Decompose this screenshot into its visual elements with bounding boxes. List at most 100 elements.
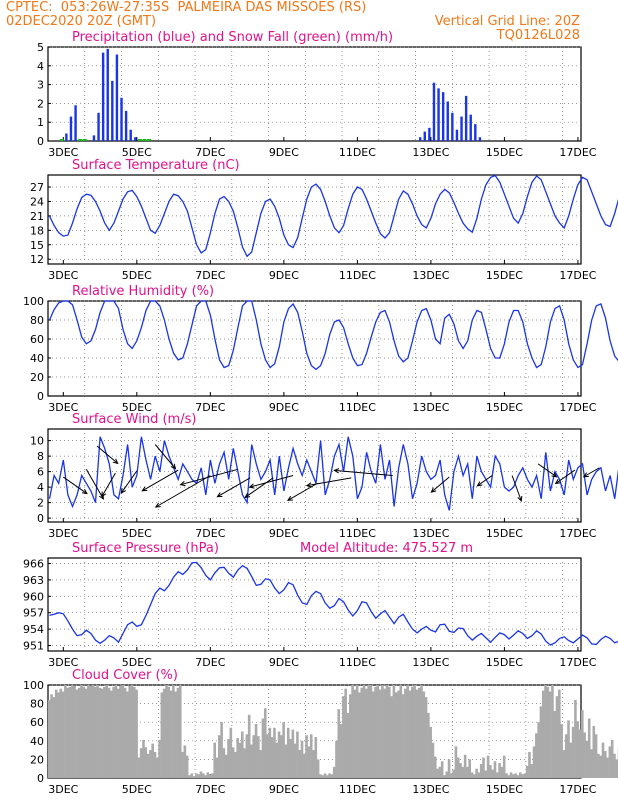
wind-arrow-head <box>286 495 293 501</box>
cloud-bar <box>312 750 315 778</box>
wind-arrow-head <box>112 458 119 465</box>
cloud-bar <box>245 734 249 778</box>
cloud-bar <box>491 769 494 778</box>
cloud-bar <box>378 689 382 778</box>
cloud-bar <box>583 732 586 778</box>
cloud-bar <box>119 685 122 778</box>
cloud-bar <box>218 735 221 778</box>
cloud-bar <box>406 685 409 778</box>
wind-arrow <box>154 444 176 469</box>
y-tick-label: 21 <box>30 210 44 223</box>
precip-bar <box>65 133 68 141</box>
y-tick-label: 963 <box>23 574 44 587</box>
cloud-bar <box>300 740 304 778</box>
cloud-bar <box>468 759 472 778</box>
cloud-bar <box>413 685 416 778</box>
cloud-bar <box>473 774 476 778</box>
y-tick-label: 2 <box>37 97 44 110</box>
x-tick-label: 11DEC <box>339 656 376 669</box>
cloud-bar <box>236 738 239 778</box>
cloud-bar <box>484 770 488 778</box>
cloud-bar <box>541 690 545 778</box>
y-tick-label: 954 <box>23 623 44 636</box>
cloud-bar <box>231 747 235 778</box>
y-tick-label: 960 <box>23 590 44 603</box>
cloud-bar <box>461 766 465 778</box>
cloud-bar <box>50 694 53 778</box>
cloud-bar <box>195 773 198 778</box>
y-tick-label: 6 <box>37 466 44 479</box>
cloud-bar <box>155 757 159 778</box>
precip-bar <box>120 97 123 141</box>
cloud-bar <box>185 755 189 778</box>
cloud-bar <box>224 754 228 778</box>
cloud-bar <box>162 688 166 778</box>
cloud-bar <box>116 688 120 778</box>
cloud-bar <box>220 722 223 778</box>
cloud-bar <box>286 727 290 778</box>
x-tick-label: 5DEC <box>122 527 152 540</box>
cloud-bar <box>358 692 361 778</box>
wind-arrow <box>511 475 522 502</box>
cloud-bar <box>337 709 341 778</box>
x-tick-label: 7DEC <box>195 269 225 282</box>
cloud-bar <box>509 772 513 778</box>
cloud-bar <box>445 771 449 778</box>
x-tick-label: 5DEC <box>122 401 152 414</box>
cloud-bar <box>431 742 435 778</box>
wind-arrow <box>96 445 119 464</box>
grid-line-info: Vertical Grid Line: 20Z <box>434 14 580 29</box>
cloud-bar <box>360 687 364 778</box>
cloud-bar <box>181 751 184 778</box>
cloud-bar <box>59 688 63 778</box>
series-line <box>49 561 618 646</box>
cloud-bar <box>404 688 407 778</box>
y-tick-label: 40 <box>30 735 44 748</box>
x-tick-label: 3DEC <box>48 783 78 796</box>
y-tick-label: 60 <box>30 333 44 346</box>
cloud-bar <box>512 774 515 778</box>
cloud-bar <box>206 772 210 778</box>
cloud-bar <box>139 748 143 778</box>
x-tick-label: 17DEC <box>559 656 596 669</box>
wind-arrow-head <box>81 488 88 495</box>
precip-bar <box>474 124 477 141</box>
y-tick-label: 3 <box>37 79 44 92</box>
cloud-bar <box>608 746 612 778</box>
cloud-bar <box>61 691 65 778</box>
cloud-bar <box>399 685 403 778</box>
cloud-bar <box>443 775 446 778</box>
panel-frame <box>47 300 582 397</box>
series-line <box>48 300 618 371</box>
cloud-bar <box>169 690 173 778</box>
cloud-bar <box>537 722 540 778</box>
x-tick-label: 17DEC <box>559 269 596 282</box>
x-tick-label: 7DEC <box>195 783 225 796</box>
y-tick-label: 0 <box>37 390 44 403</box>
cloud-bar <box>362 685 366 778</box>
precip-bar <box>115 54 119 141</box>
cloud-bar <box>66 687 69 778</box>
precip-bar <box>451 112 454 141</box>
cloud-bar <box>420 685 423 778</box>
wind-arrow-head <box>305 482 312 488</box>
cloud-bar <box>470 772 474 778</box>
cloud-bar <box>539 706 543 778</box>
wind-arrow-head <box>216 492 223 498</box>
cloud-bar <box>229 727 233 778</box>
precip-bar <box>423 131 426 141</box>
precip-bar <box>437 88 440 141</box>
cloud-bar <box>560 724 563 778</box>
cloud-bar <box>371 691 375 778</box>
y-tick-label: 951 <box>23 640 44 653</box>
panel-frame <box>47 428 582 523</box>
wind-arrow <box>101 472 116 497</box>
wind-arrow <box>217 477 251 498</box>
panel-title: Surface Pressure (hPa) <box>72 541 219 556</box>
cloud-bar <box>303 753 306 778</box>
cloud-bar <box>438 766 442 778</box>
cloud-bar <box>555 696 559 778</box>
cloud-bar <box>450 773 453 778</box>
cloud-bar <box>199 771 203 778</box>
wind-arrow-head <box>333 468 340 474</box>
